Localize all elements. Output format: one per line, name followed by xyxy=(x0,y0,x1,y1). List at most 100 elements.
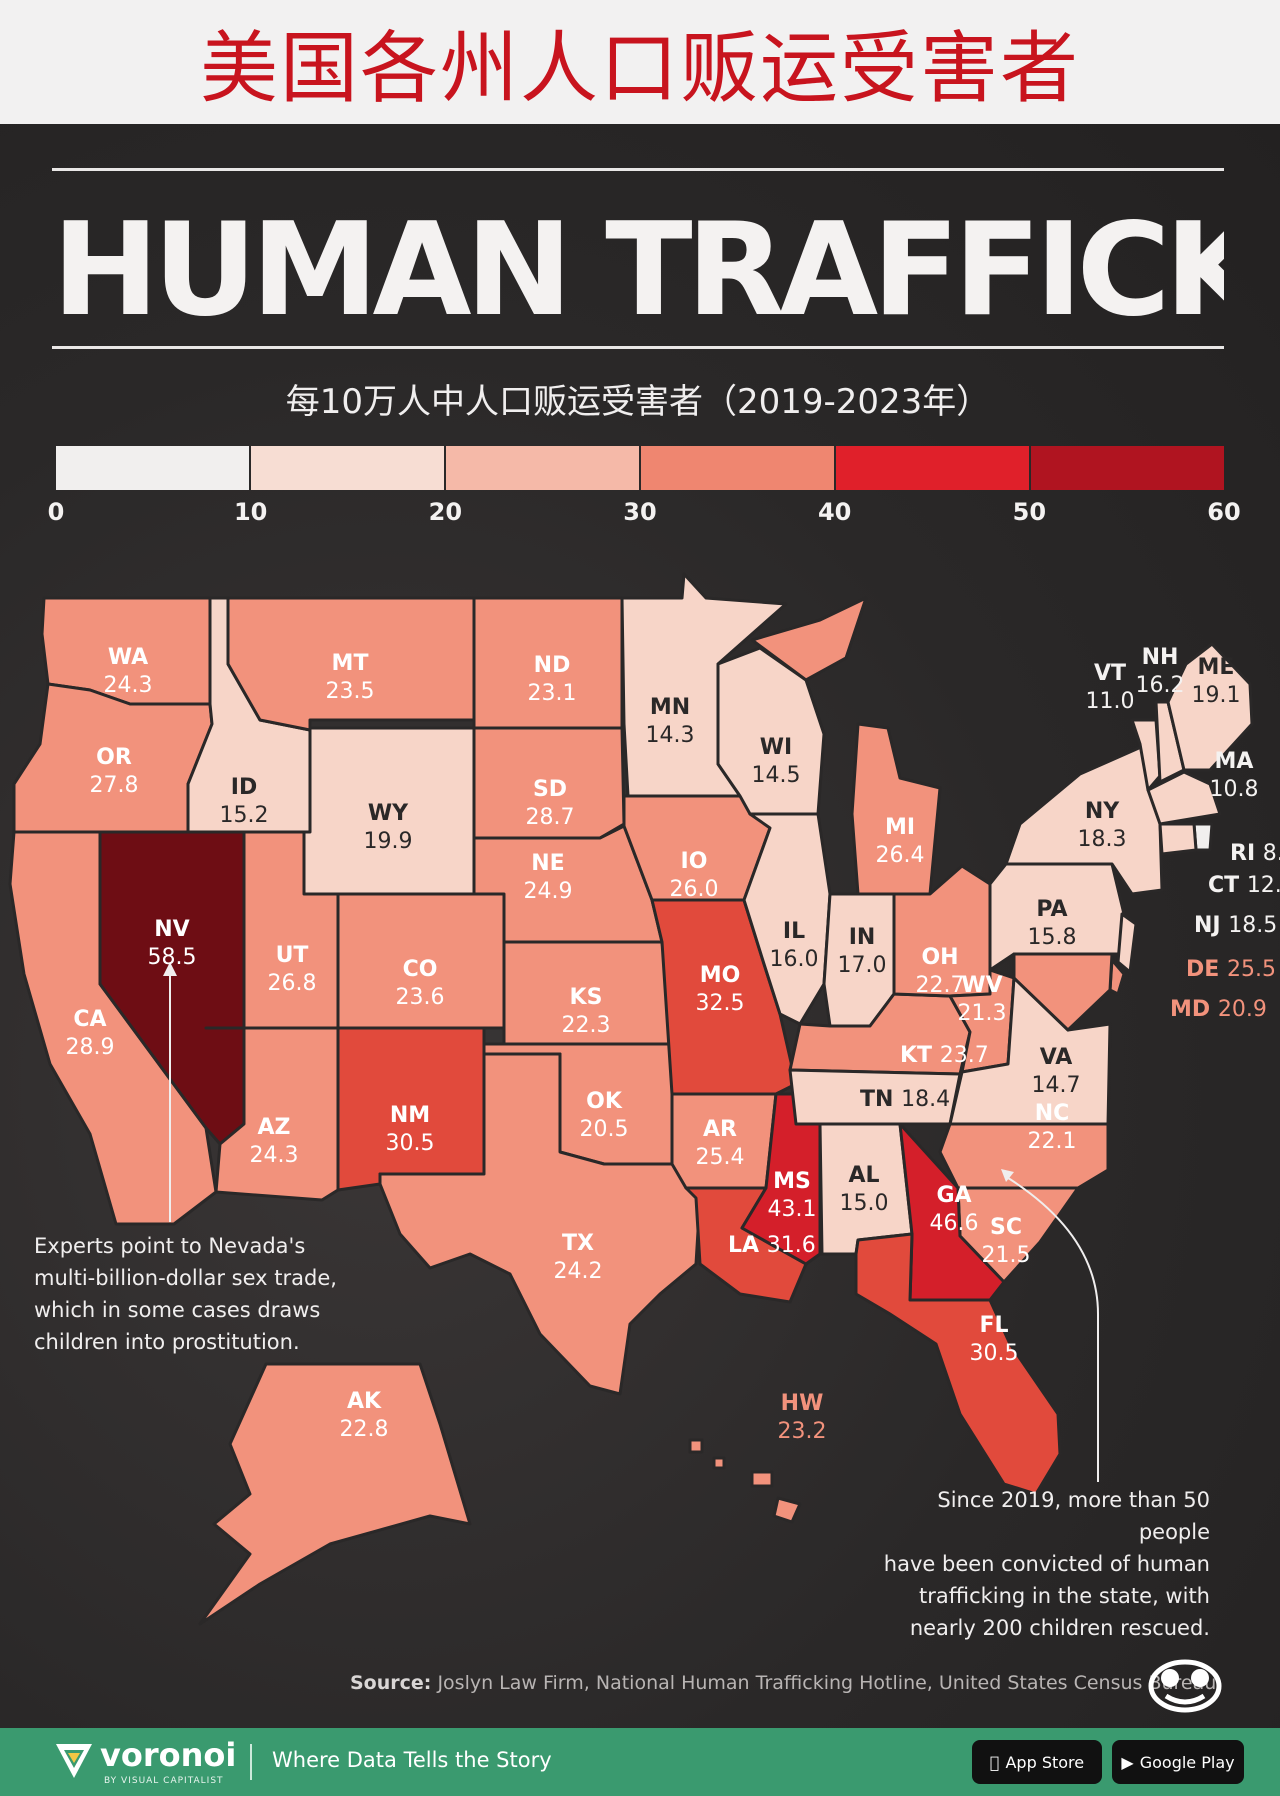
state-value-ms: 43.1 xyxy=(768,1197,817,1222)
state-value-nm: 30.5 xyxy=(386,1131,435,1156)
state-label-de: DE 25.5 xyxy=(1186,957,1276,982)
state-value-hw: 23.2 xyxy=(778,1419,827,1444)
legend-tick: 0 xyxy=(47,498,65,526)
voronoi-brand[interactable]: voronoi xyxy=(100,1736,237,1774)
state-value-or: 27.8 xyxy=(90,773,139,798)
source-label: Source: xyxy=(350,1672,432,1694)
state-value-ca: 28.9 xyxy=(66,1035,115,1060)
annotation-line: Since 2019, more than 50 people xyxy=(937,1488,1210,1544)
state-code-id: ID xyxy=(231,775,257,800)
annotation-line: children into prostitution. xyxy=(34,1330,300,1354)
legend-segment xyxy=(251,446,446,490)
app-store-button[interactable]:  App Store xyxy=(972,1740,1102,1784)
state-ms xyxy=(740,1092,822,1266)
state-value-az: 24.3 xyxy=(250,1143,299,1168)
state-value-ma: 10.8 xyxy=(1210,777,1259,802)
state-ma xyxy=(1146,770,1222,826)
state-value-id: 15.2 xyxy=(220,803,269,828)
state-value-ga: 46.6 xyxy=(930,1211,979,1236)
state-code-ne: NE xyxy=(531,851,564,876)
state-code-nc: NC xyxy=(1035,1101,1070,1126)
google-play-button[interactable]: ▶ Google Play xyxy=(1112,1740,1244,1784)
footer-tagline: Where Data Tells the Story xyxy=(272,1748,552,1772)
legend-tick: 60 xyxy=(1207,498,1241,526)
legend-tick: 40 xyxy=(817,498,852,526)
legend-segment xyxy=(641,446,836,490)
state-value-oh: 22.7 xyxy=(916,973,965,998)
state-value-wv: 21.3 xyxy=(958,1001,1007,1026)
states-layer xyxy=(8,572,1254,1626)
state-value-nv: 58.5 xyxy=(148,945,197,970)
legend-tick: 20 xyxy=(428,498,463,526)
play-icon: ▶ xyxy=(1121,1752,1134,1772)
state-value-mi: 26.4 xyxy=(876,843,925,868)
state-fl xyxy=(854,1232,1062,1496)
state-ak xyxy=(198,1362,472,1626)
state-code-ga: GA xyxy=(936,1183,971,1208)
legend-segment xyxy=(1031,446,1224,490)
state-code-oh: OH xyxy=(921,945,958,970)
state-value-io: 26.0 xyxy=(670,877,719,902)
state-code-ak: AK xyxy=(347,1389,382,1414)
state-code-vt: VT xyxy=(1094,661,1126,686)
state-code-ms: MS xyxy=(773,1169,811,1194)
state-value-ar: 25.4 xyxy=(696,1145,745,1170)
state-code-ks: KS xyxy=(570,985,603,1010)
state-md xyxy=(1012,952,1114,1032)
state-hw xyxy=(688,1438,802,1524)
state-code-ca: CA xyxy=(73,1007,106,1032)
state-value-il: 16.0 xyxy=(770,947,819,972)
state-code-ar: AR xyxy=(703,1117,737,1142)
pointers-layer xyxy=(163,962,1099,1482)
state-value-mo: 32.5 xyxy=(696,991,745,1016)
chinese-title: 美国各州人口贩运受害者 xyxy=(199,24,1080,114)
apple-icon:  xyxy=(990,1753,1000,1772)
state-code-in: IN xyxy=(849,925,876,950)
legend-tick: 50 xyxy=(1012,498,1047,526)
state-label-md: MD 20.9 xyxy=(1170,997,1267,1022)
state-value-nh: 16.2 xyxy=(1136,673,1185,698)
state-value-nc: 22.1 xyxy=(1028,1129,1077,1154)
state-vt xyxy=(1130,718,1162,792)
state-code-wi: WI xyxy=(760,735,792,760)
state-value-wa: 24.3 xyxy=(104,673,153,698)
visual-capitalist-icon xyxy=(1148,1659,1222,1713)
state-code-wv: WV xyxy=(961,973,1002,998)
source-note: Source: Joslyn Law Firm, National Human … xyxy=(350,1672,1216,1694)
state-nc xyxy=(938,1122,1110,1190)
state-code-nh: NH xyxy=(1142,645,1179,670)
state-code-tx: TX xyxy=(562,1231,594,1256)
state-me xyxy=(1166,642,1254,772)
state-value-va: 14.7 xyxy=(1032,1073,1081,1098)
google-play-label: Google Play xyxy=(1139,1752,1235,1772)
state-code-sd: SD xyxy=(533,777,567,802)
state-code-ny: NY xyxy=(1085,799,1120,824)
state-label-ct: CT 12.7 xyxy=(1208,873,1280,898)
state-value-al: 15.0 xyxy=(840,1191,889,1216)
legend-bar xyxy=(56,446,1224,490)
state-label-nj: NJ 18.5 xyxy=(1194,913,1277,938)
app-store-label: App Store xyxy=(1000,1752,1084,1772)
legend-tick: 30 xyxy=(623,498,657,526)
state-value-pa: 15.8 xyxy=(1028,925,1077,950)
state-code-ok: OK xyxy=(586,1089,623,1114)
state-value-mn: 14.3 xyxy=(646,723,695,748)
state-code-mo: MO xyxy=(700,963,741,988)
state-ct xyxy=(1158,822,1198,856)
footer-divider xyxy=(250,1744,252,1780)
state-value-wy: 19.9 xyxy=(364,829,413,854)
state-code-nd: ND xyxy=(534,653,571,678)
state-code-nv: NV xyxy=(154,917,189,942)
state-mi xyxy=(750,596,942,896)
state-value-wi: 14.5 xyxy=(752,763,801,788)
subtitle: 每10万人中人口贩运受害者（2019-2023年） xyxy=(285,382,991,422)
state-value-fl: 30.5 xyxy=(970,1341,1019,1366)
state-code-mt: MT xyxy=(332,651,369,676)
state-code-me: ME xyxy=(1198,655,1235,680)
state-code-mn: MN xyxy=(650,695,690,720)
georgia-annotation: Since 2019, more than 50 people have bee… xyxy=(870,1484,1210,1644)
top-banner: 美国各州人口贩运受害者 xyxy=(0,0,1280,124)
annotation-line: trafficking in the state, with xyxy=(919,1584,1210,1608)
main-title: HUMAN TRAFFICKING VICTIMS xyxy=(52,196,1224,345)
state-label-kt: KT 23.7 xyxy=(900,1043,989,1068)
